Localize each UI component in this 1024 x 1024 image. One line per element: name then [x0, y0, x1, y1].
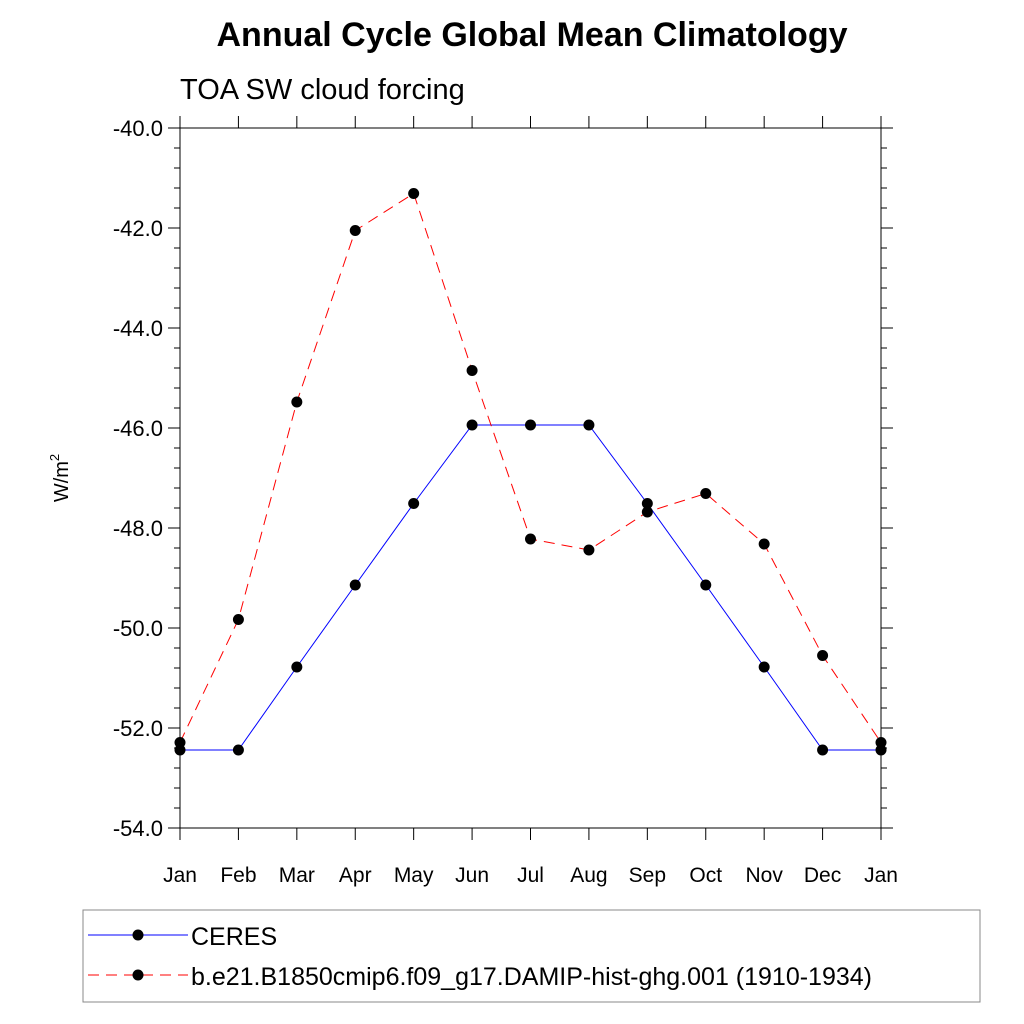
minor-ticks	[174, 127, 887, 829]
y-tick-label: -44.0	[113, 316, 163, 341]
series-1-point	[408, 188, 420, 199]
x-tick-label: Jan	[163, 864, 197, 887]
y-tick-label: -42.0	[113, 216, 163, 241]
series-1-point	[232, 614, 244, 625]
series-0-point	[700, 579, 712, 591]
series-1-point	[466, 365, 478, 376]
x-tick-label: Aug	[570, 864, 607, 887]
series-1-point	[174, 737, 186, 748]
x-tick-label: Dec	[804, 864, 841, 887]
y-tick-label: -46.0	[113, 416, 163, 441]
legend-marker-model	[132, 969, 144, 981]
series-0-point	[291, 661, 303, 673]
x-tick-label: Oct	[689, 864, 722, 887]
chart-title: Annual Cycle Global Mean Climatology	[217, 16, 848, 54]
series-1-point	[525, 533, 536, 545]
y-tick-label: -40.0	[113, 116, 163, 141]
y-tick-label: -50.0	[113, 616, 163, 641]
x-tick-label: Apr	[339, 864, 372, 887]
y-tick-label: -52.0	[113, 716, 163, 741]
x-axis: Jan Feb Mar Apr May Jun Jul Aug Sep Oct Nov Dec Jan	[163, 116, 898, 887]
x-tick-label: Sep	[629, 864, 666, 887]
series-0-point	[408, 498, 420, 509]
legend-label-model: b.e21.B1850cmip6.f09_g17.DAMIP-hist-ghg.…	[191, 963, 872, 991]
y-tick-label: -48.0	[113, 516, 163, 541]
series-1-point	[875, 737, 887, 748]
x-tick-label: Feb	[220, 864, 256, 887]
y-axis-label-unit: W/m	[51, 461, 73, 502]
series-0-point	[641, 498, 653, 509]
y-axis-label-exponent: 2	[47, 454, 62, 461]
y-tick-label: -54.0	[113, 816, 163, 841]
series-1-point	[291, 396, 303, 408]
legend-label-ceres: CERES	[191, 923, 277, 951]
x-tick-label: Jul	[517, 864, 544, 887]
x-tick-label: Mar	[279, 864, 315, 887]
series-layer	[174, 188, 887, 756]
series-0-point	[349, 579, 361, 591]
legend-marker-ceres	[132, 929, 144, 941]
series-0-point	[817, 744, 829, 756]
x-tick-label: Nov	[745, 864, 783, 887]
y-axis-label: W/m2	[47, 454, 73, 502]
series-1-point	[641, 506, 653, 518]
y-axis: -40.0 -42.0 -44.0 -46.0 -48.0 -50.0 -52.0 -54.0	[113, 116, 893, 841]
plot-frame	[179, 127, 882, 829]
series-0-point	[525, 419, 536, 431]
series-1-point	[817, 650, 829, 661]
legend: CERES b.e21.B1850cmip6.f09_g17.DAMIP-his…	[82, 909, 981, 1003]
series-line-0	[180, 424, 881, 751]
x-tick-label: May	[394, 864, 434, 887]
series-1-point	[758, 538, 770, 550]
series-0-point	[466, 419, 478, 431]
plot-border	[179, 127, 882, 829]
x-tick-label: Jan	[864, 864, 898, 887]
series-1-point	[583, 544, 595, 556]
series-1-point	[700, 488, 712, 499]
series-0-point	[758, 661, 770, 673]
chart-subtitle: TOA SW cloud forcing	[180, 74, 465, 106]
series-0-point	[583, 419, 595, 431]
legend-box	[82, 909, 981, 1003]
series-1-point	[349, 225, 361, 236]
series-0-point	[232, 744, 244, 756]
x-tick-label: Jun	[455, 864, 489, 887]
series-line-1	[179, 192, 882, 743]
